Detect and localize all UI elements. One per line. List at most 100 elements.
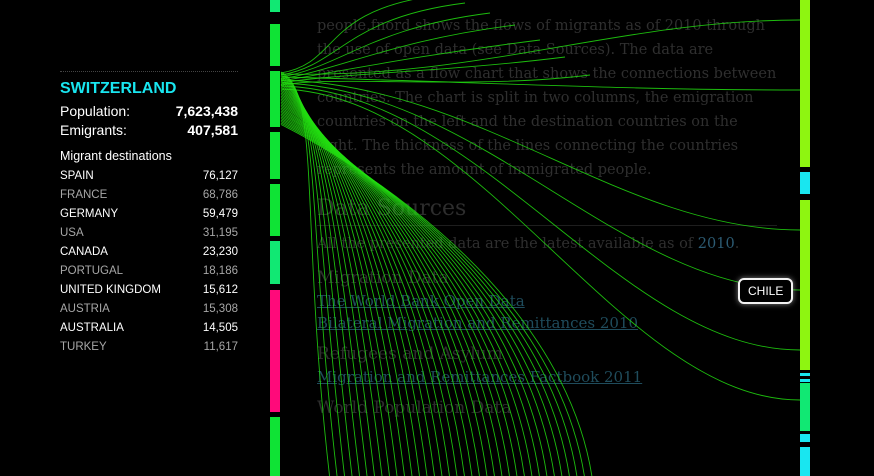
population-value: 7,623,438: [175, 103, 238, 119]
destination-row: GERMANY 59,479: [60, 205, 238, 224]
country-bar[interactable]: [270, 24, 280, 66]
flow-line: [280, 85, 801, 351]
destination-value: 68,786: [202, 189, 238, 201]
destination-value: 31,195: [202, 227, 238, 239]
flow-line: [280, 83, 390, 476]
flow-line: [280, 112, 533, 476]
destination-row: TURKEY 11,617: [60, 338, 238, 357]
country-bar[interactable]: [270, 0, 280, 12]
destination-bar[interactable]: [800, 200, 810, 370]
flow-line: [280, 113, 540, 476]
flow-line: [280, 80, 375, 476]
intro-line: the use of open data (see Data Sources).…: [317, 42, 714, 58]
population-row: Population: 7,623,438: [60, 102, 238, 121]
flow-line: [280, 89, 420, 476]
destination-bar[interactable]: [800, 379, 810, 382]
availability-text: All the presented data are the latest av…: [317, 236, 694, 252]
intro-line: people.fnord shows the flows of migrants…: [317, 18, 766, 34]
flow-line: [280, 76, 801, 91]
destination-name: FRANCE: [60, 189, 108, 201]
flow-line: [280, 74, 591, 86]
country-bar[interactable]: [270, 290, 280, 412]
intro-line: countries. The chart is split in two col…: [317, 90, 754, 106]
destination-name: USA: [60, 227, 84, 239]
flow-line: [280, 121, 578, 476]
country-bar[interactable]: [270, 184, 280, 236]
flow-line: [280, 101, 480, 476]
intro-line: right. The thickness of the lines connec…: [317, 138, 739, 154]
flow-line: [280, 12, 491, 78]
destination-bar[interactable]: [800, 383, 810, 431]
country-bar[interactable]: [270, 132, 280, 179]
flow-line: [280, 109, 518, 476]
destination-name: GERMANY: [60, 208, 119, 220]
destination-row: UNITED KINGDOM 15,612: [60, 281, 238, 300]
destination-row: FRANCE 68,786: [60, 186, 238, 205]
destination-row: SPAIN 76,127: [60, 167, 238, 186]
destination-bar[interactable]: [800, 373, 810, 376]
flow-line: [280, 119, 570, 476]
country-info-panel: SWITZERLAND Population: 7,623,438 Emigra…: [60, 71, 238, 357]
flow-line: [280, 122, 585, 476]
emigrants-label: Emigrants:: [60, 122, 127, 138]
destination-value: 14,505: [202, 322, 238, 334]
population-label: Population:: [60, 103, 131, 119]
destination-value: 59,479: [202, 208, 238, 220]
flow-line: [280, 92, 435, 476]
migration-data-title: Migration Data: [317, 268, 449, 288]
flow-line: [280, 39, 541, 82]
country-bar[interactable]: [270, 417, 280, 476]
destination-bar[interactable]: [800, 447, 810, 476]
flow-line: [280, 2, 466, 76]
destination-name: PORTUGAL: [60, 265, 124, 277]
availability-year: 2010: [697, 236, 735, 252]
flow-line: [280, 94, 443, 476]
destination-value: 23,230: [202, 246, 238, 258]
flow-line: [280, 82, 801, 291]
emigrants-row: Emigrants: 407,581: [60, 121, 238, 140]
flow-line: [280, 88, 413, 476]
flow-line: [280, 110, 525, 476]
destination-bar[interactable]: [800, 0, 810, 167]
destination-bar[interactable]: [800, 434, 810, 442]
flow-line: [280, 76, 353, 476]
flow-line: [280, 124, 593, 476]
world-bank-link[interactable]: The World Bank Open Data: [317, 292, 525, 310]
flow-line: [280, 82, 383, 476]
country-tooltip: CHILE: [738, 278, 794, 304]
emigrants-value: 407,581: [187, 122, 238, 138]
destination-name: TURKEY: [60, 341, 107, 353]
flow-line: [280, 19, 801, 75]
destination-row: AUSTRALIA 14,505: [60, 319, 238, 338]
flow-line: [280, 106, 503, 476]
destination-value: 11,617: [203, 341, 238, 353]
flow-line: [280, 86, 405, 476]
country-bar-selected[interactable]: [270, 71, 280, 127]
destination-name: SPAIN: [60, 170, 94, 182]
flow-line: [280, 79, 801, 231]
destination-name: UNITED KINGDOM: [60, 284, 161, 296]
country-bar[interactable]: [270, 241, 280, 284]
flow-line: [280, 77, 360, 476]
flow-line: [280, 0, 414, 74]
destination-list: SPAIN 76,127 FRANCE 68,786 GERMANY 59,479 U…: [60, 167, 238, 357]
destination-value: 76,127: [202, 170, 238, 182]
flow-line: [280, 103, 488, 476]
flow-line: [280, 98, 465, 476]
destination-bar[interactable]: [800, 172, 810, 194]
destinations-title: Migrant destinations: [60, 149, 172, 163]
flow-line: [280, 79, 368, 476]
destination-row: PORTUGAL 18,186: [60, 262, 238, 281]
destination-value: 15,308: [202, 303, 238, 315]
flow-line: [280, 118, 563, 476]
destination-value: 18,186: [202, 265, 238, 277]
intro-paragraph: people.fnord shows the flows of migrants…: [317, 14, 787, 182]
destination-row: AUSTRIA 15,308: [60, 300, 238, 319]
flow-line: [280, 97, 458, 476]
country-name: SWITZERLAND: [60, 80, 177, 97]
flow-line: [280, 100, 473, 476]
flow-line: [280, 116, 555, 476]
flow-line: [280, 56, 566, 84]
flow-line: [280, 91, 428, 476]
